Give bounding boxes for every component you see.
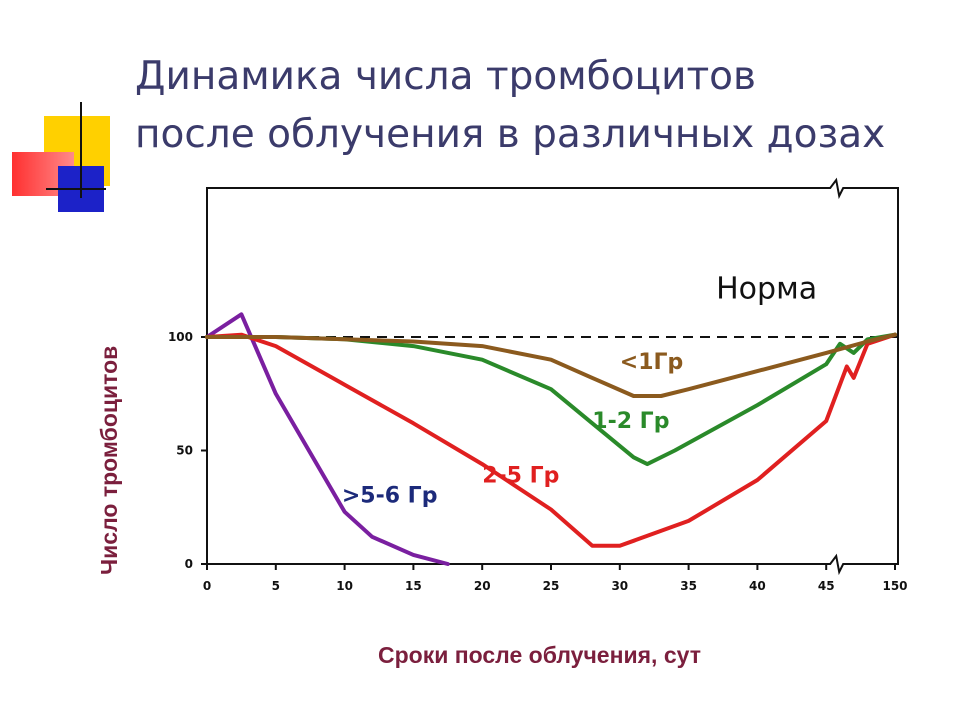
x-tick-label: 45 [818, 579, 835, 593]
x-tick-label: 5 [272, 579, 280, 593]
page-title: Динамика числа тромбоцитов после облучен… [135, 48, 945, 164]
x-tick-label: 20 [474, 579, 491, 593]
y-tick-label: 100 [168, 330, 193, 344]
x-tick-label: 0 [203, 579, 211, 593]
deco-vertical-line [80, 102, 82, 198]
deco-horizontal-line [46, 188, 106, 190]
plot-frame [206, 177, 899, 576]
series-line [205, 332, 897, 467]
x-tick-label: 30 [611, 579, 628, 593]
x-tick-label: 150 [882, 579, 907, 593]
x-tick-label: 25 [543, 579, 560, 593]
x-tick-label: 35 [680, 579, 697, 593]
norm-label: Норма [716, 271, 817, 306]
x-tick-label: 40 [749, 579, 766, 593]
series-label: <1Гр [620, 350, 684, 375]
x-tick-label: 15 [405, 579, 422, 593]
series-label: >5-6 Гр [342, 484, 438, 509]
x-tick-label: 10 [336, 579, 353, 593]
series-line [205, 332, 897, 398]
series-label: 1-2 Гр [592, 409, 669, 434]
title-line-1: Динамика числа тромбоцитов [135, 54, 757, 99]
series-label: 2-5 Гр [482, 463, 559, 488]
y-tick-label: 50 [176, 444, 193, 458]
series-line [205, 312, 450, 566]
x-axis-label: Сроки после облучения, сут [378, 642, 701, 668]
y-tick-label: 0 [185, 557, 193, 571]
title-line-2: после облучения в различных дозах [135, 112, 886, 157]
series-line [205, 332, 897, 548]
